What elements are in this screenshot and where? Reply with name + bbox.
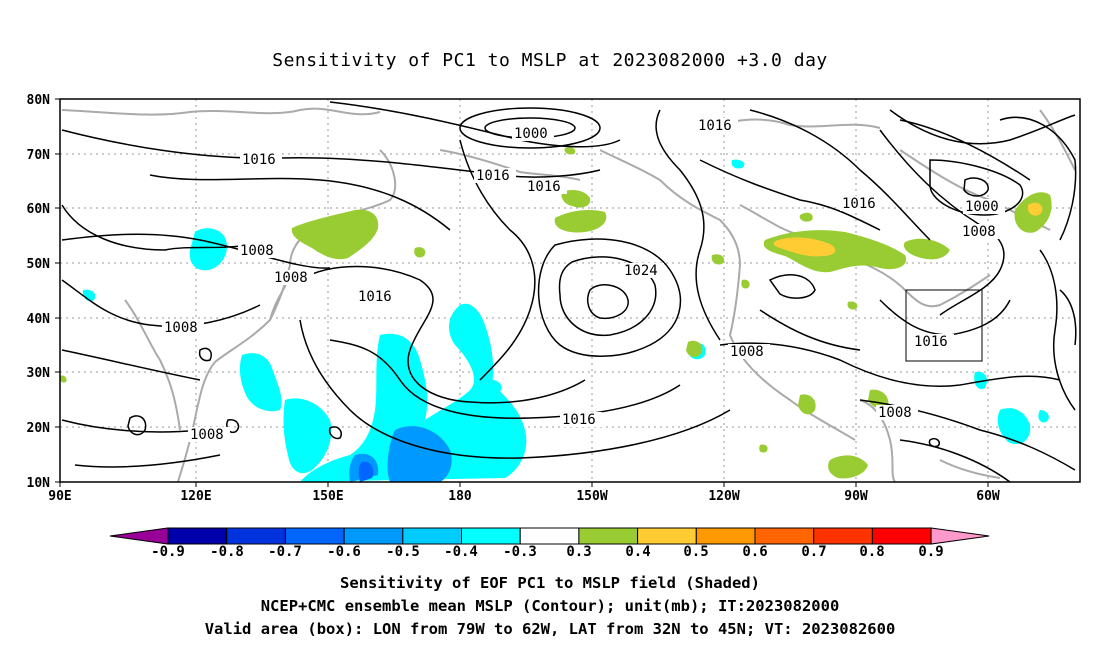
lon-label: 180 bbox=[448, 489, 472, 504]
caption-shading: Sensitivity of EOF PC1 to MSLP field (Sh… bbox=[340, 574, 760, 592]
lon-label: 120E bbox=[180, 489, 211, 504]
colorbar-label: -0.7 bbox=[268, 544, 302, 560]
negative-sensitivity-areas bbox=[82, 159, 1049, 482]
caption-contour: NCEP+CMC ensemble mean MSLP (Contour); u… bbox=[260, 597, 840, 615]
colorbar-swatch bbox=[461, 527, 521, 545]
contour-label: 1000 bbox=[965, 199, 999, 215]
tick-marks bbox=[55, 98, 989, 487]
colorbar-label: -0.4 bbox=[444, 544, 478, 560]
colorbar-label: 0.4 bbox=[625, 544, 650, 560]
colorbar-arrow-high bbox=[930, 527, 990, 545]
valid-area-box bbox=[905, 289, 983, 362]
contour-label: 1016 bbox=[476, 168, 510, 184]
contour-label: 1008 bbox=[164, 320, 198, 336]
contour-label: 1008 bbox=[190, 427, 224, 443]
colorbar-swatch bbox=[754, 527, 815, 545]
contour-label: 1016 bbox=[242, 152, 276, 168]
colorbar-label: 0.9 bbox=[918, 544, 943, 560]
lon-label: 90W bbox=[844, 489, 868, 504]
lon-label: 120W bbox=[708, 489, 739, 504]
colorbar-label: -0.6 bbox=[327, 544, 361, 560]
colorbar-swatch bbox=[871, 527, 932, 545]
colorbar-label: -0.8 bbox=[210, 544, 244, 560]
colorbar-swatch bbox=[813, 527, 873, 545]
contour-label: 1024 bbox=[624, 263, 658, 279]
colorbar-swatch bbox=[402, 527, 462, 545]
contour-label: 1016 bbox=[358, 289, 392, 305]
map-frame bbox=[59, 98, 1081, 483]
latitude-labels: 80N 70N 60N 50N 40N 30N 20N 10N bbox=[27, 93, 51, 491]
contour-label: 1016 bbox=[698, 118, 732, 134]
lon-label: 60W bbox=[976, 489, 1000, 504]
lat-label: 40N bbox=[27, 312, 51, 327]
lat-label: 10N bbox=[27, 476, 51, 491]
lat-label: 50N bbox=[27, 257, 51, 272]
colorbar-label: 0.5 bbox=[683, 544, 708, 560]
colorbar-label: 0.8 bbox=[859, 544, 884, 560]
colorbar-swatch bbox=[637, 527, 697, 545]
contour-labels: 1000 1000 1016 1016 1016 1016 1016 1016 … bbox=[162, 118, 1005, 443]
lat-label: 80N bbox=[27, 93, 51, 108]
colorbar-labels: -0.9 -0.8 -0.7 -0.6 -0.5 -0.4 -0.3 0.3 0… bbox=[151, 544, 944, 560]
colorbar-label: -0.9 bbox=[151, 544, 185, 560]
mslp-contours bbox=[61, 101, 1077, 482]
lon-label: 150W bbox=[576, 489, 607, 504]
contour-label: 1016 bbox=[527, 179, 561, 195]
lat-label: 70N bbox=[27, 148, 51, 163]
lat-label: 20N bbox=[27, 421, 51, 436]
contour-label: 1008 bbox=[730, 344, 764, 360]
plot-title: Sensitivity of PC1 to MSLP at 2023082000… bbox=[272, 50, 828, 71]
contour-label: 1000 bbox=[514, 126, 548, 142]
colorbar-label: -0.3 bbox=[503, 544, 537, 560]
colorbar-swatch bbox=[578, 527, 639, 545]
colorbar-label: 0.3 bbox=[566, 544, 591, 560]
contour-label: 1008 bbox=[240, 243, 274, 259]
strong-positive-areas bbox=[773, 202, 1043, 257]
contour-label: 1008 bbox=[878, 405, 912, 421]
colorbar-label: 0.7 bbox=[801, 544, 826, 560]
colorbar-swatch bbox=[343, 527, 404, 545]
colorbar-swatch bbox=[284, 527, 345, 545]
caption-valid-area: Valid area (box): LON from 79W to 62W, L… bbox=[204, 620, 896, 638]
contour-label: 1016 bbox=[562, 412, 596, 428]
lat-label: 30N bbox=[27, 366, 51, 381]
colorbar-label: -0.5 bbox=[386, 544, 420, 560]
contour-label: 1016 bbox=[914, 334, 948, 350]
colorbar-swatch bbox=[519, 527, 580, 545]
colorbar-label: 0.6 bbox=[742, 544, 767, 560]
longitude-labels: 90E 120E 150E 180 150W 120W 90W 60W bbox=[48, 489, 1000, 504]
colorbar-swatch bbox=[167, 527, 228, 545]
contour-label: 1008 bbox=[274, 270, 308, 286]
contour-label: 1016 bbox=[842, 196, 876, 212]
colorbar-swatch bbox=[226, 527, 286, 545]
lat-label: 60N bbox=[27, 202, 51, 217]
lon-label: 150E bbox=[312, 489, 343, 504]
colorbar-arrow-low bbox=[109, 527, 169, 545]
colorbar-swatch bbox=[695, 527, 756, 545]
strong-negative-areas bbox=[349, 426, 452, 482]
colorbar bbox=[109, 527, 990, 545]
lon-label: 90E bbox=[48, 489, 71, 504]
contour-label: 1008 bbox=[962, 224, 996, 240]
